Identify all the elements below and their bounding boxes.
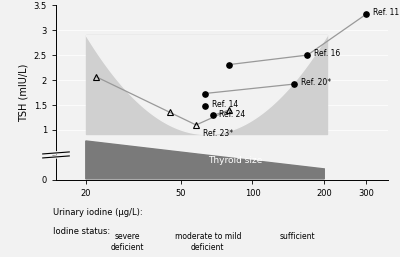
Y-axis label: TSH (mIU/L): TSH (mIU/L) — [18, 63, 28, 122]
Text: Ref. 11: Ref. 11 — [373, 8, 399, 17]
Text: Ref. 16: Ref. 16 — [314, 49, 341, 58]
Text: Ref. 23*: Ref. 23* — [203, 129, 233, 138]
Text: Thyroid size: Thyroid size — [208, 157, 263, 166]
Text: Ref. 24: Ref. 24 — [220, 109, 246, 118]
Text: sufficient: sufficient — [280, 232, 316, 241]
Polygon shape — [86, 141, 324, 179]
Text: Ref. 14: Ref. 14 — [212, 100, 238, 109]
Text: moderate to mild
deficient: moderate to mild deficient — [175, 232, 241, 252]
Text: Ref. 20*: Ref. 20* — [302, 78, 332, 87]
Text: severe
deficient: severe deficient — [111, 232, 144, 252]
Text: Iodine status:: Iodine status: — [53, 227, 110, 236]
Text: Urinary iodine (μg/L):: Urinary iodine (μg/L): — [53, 208, 142, 217]
